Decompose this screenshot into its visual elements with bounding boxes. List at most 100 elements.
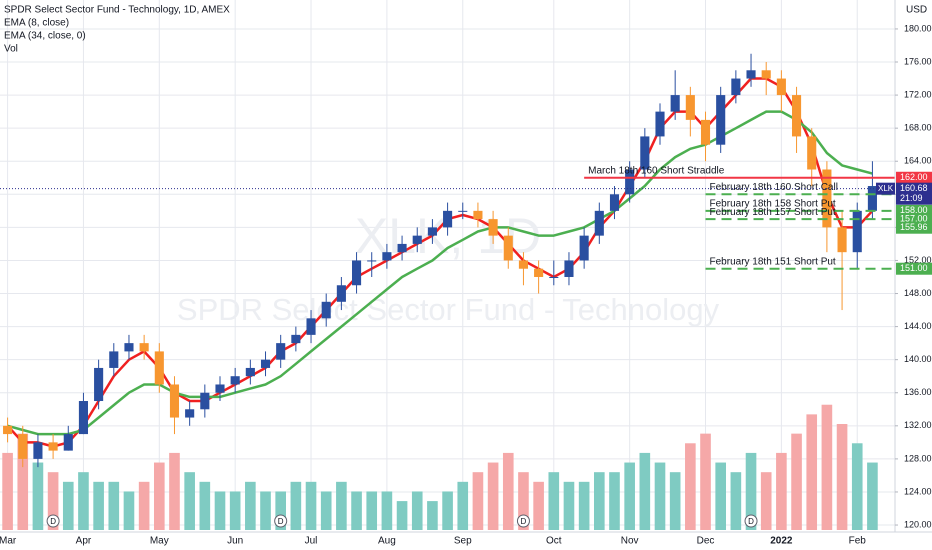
candle-body [594, 210, 604, 236]
price-tag-label: 157.00 [900, 213, 928, 223]
candle-body [200, 392, 210, 410]
candle-body [625, 169, 635, 195]
y-tick-label: 124.00 [904, 486, 932, 496]
candle-body [700, 119, 711, 145]
volume-bar [700, 433, 711, 530]
volume-bar [108, 481, 120, 530]
volume-bar [821, 404, 833, 530]
volume-bar [138, 481, 150, 530]
candle-body [352, 260, 362, 286]
indicator-label: EMA (8, close) [4, 18, 69, 29]
volume-bar [806, 414, 818, 530]
volume-bar [17, 433, 29, 530]
dividend-label: D [278, 517, 284, 526]
volume-bar [245, 481, 256, 530]
volume-bar [123, 491, 135, 530]
candle-body [549, 276, 559, 278]
candle-body [412, 235, 422, 244]
dividend-label: D [748, 517, 754, 526]
y-tick-label: 172.00 [904, 89, 932, 99]
volume-bar [169, 452, 180, 530]
x-tick-label: Dec [697, 536, 715, 547]
volume-bar [199, 481, 211, 530]
volume-bar [427, 501, 438, 530]
symbol-label: XLK [878, 184, 894, 193]
candle-body [579, 235, 589, 261]
x-tick-label: May [150, 536, 169, 547]
candle-body [245, 367, 255, 377]
volume-bar [669, 472, 681, 530]
volume-bar [851, 443, 863, 530]
ema-line [6, 77, 874, 448]
volume-bar [867, 462, 878, 530]
candle-body [18, 434, 28, 459]
x-tick-label: 2022 [770, 536, 793, 547]
candle-body [761, 70, 771, 79]
volume-bar [730, 472, 742, 530]
currency-label: USD [906, 5, 927, 16]
candle-body [746, 70, 756, 79]
volume-bar [229, 491, 241, 530]
dividend-marker [516, 514, 530, 528]
candle-body [670, 95, 680, 112]
x-tick-label: Jul [305, 536, 318, 547]
dividend-marker [274, 514, 288, 528]
volume-bar [381, 491, 393, 530]
candle-body [306, 318, 316, 335]
volume-bar [457, 481, 469, 530]
candle-body [109, 351, 119, 368]
volume-bar [639, 452, 651, 530]
symbol-tag [876, 182, 895, 195]
candle-body [867, 186, 877, 211]
level-label: February 18th 157 Short Put [710, 207, 836, 218]
candle-body [397, 243, 407, 253]
candle-body [807, 136, 817, 170]
volume-bar [533, 481, 544, 530]
x-tick-label: Sep [454, 536, 472, 547]
candle-body [716, 95, 726, 145]
candle-body [473, 210, 483, 220]
candle-body [78, 401, 88, 435]
candle-body [291, 334, 301, 344]
volume-bar [594, 472, 605, 530]
volume-bar [715, 462, 726, 530]
candle-body [33, 442, 43, 459]
candle-body [336, 285, 346, 302]
volume-bar [214, 491, 226, 530]
volume-bar [260, 491, 271, 530]
x-tick-label: Mar [0, 536, 17, 547]
candle-body [63, 434, 73, 451]
y-tick-label: 128.00 [904, 453, 932, 463]
y-tick-label: 120.00 [904, 519, 932, 529]
y-tick-label: 148.00 [904, 288, 932, 298]
x-tick-label: Feb [849, 536, 867, 547]
volume-bar [745, 452, 757, 530]
price-tag-label: 151.00 [900, 263, 928, 273]
volume-bar [396, 501, 408, 530]
x-tick-label: Jun [227, 536, 243, 547]
candle-body [731, 78, 741, 96]
y-tick-label: 140.00 [904, 354, 932, 364]
candle-body [139, 343, 149, 352]
candle-body [230, 376, 240, 385]
x-tick-label: Aug [378, 536, 396, 547]
volume-bar [654, 462, 666, 530]
volume-bar [366, 491, 378, 530]
price-tag-label: 160.68 [900, 183, 928, 193]
price-tag [896, 182, 932, 205]
price-tag-label: 158.00 [900, 205, 928, 215]
candle-body [443, 210, 453, 228]
volume-bar [154, 462, 165, 530]
volume-bar [442, 491, 453, 530]
candle-body [640, 136, 650, 170]
volume-bar [351, 491, 362, 530]
level-label: February 18th 160 Short Call [710, 182, 838, 193]
y-tick-label: 132.00 [904, 420, 932, 430]
candle-body [185, 409, 195, 418]
price-tag-label: 155.96 [900, 222, 928, 232]
volume-bar [47, 472, 59, 530]
volume-bar [609, 472, 620, 530]
x-tick-label: Oct [546, 536, 562, 547]
candle-body [564, 260, 574, 277]
candle-body [792, 95, 802, 137]
